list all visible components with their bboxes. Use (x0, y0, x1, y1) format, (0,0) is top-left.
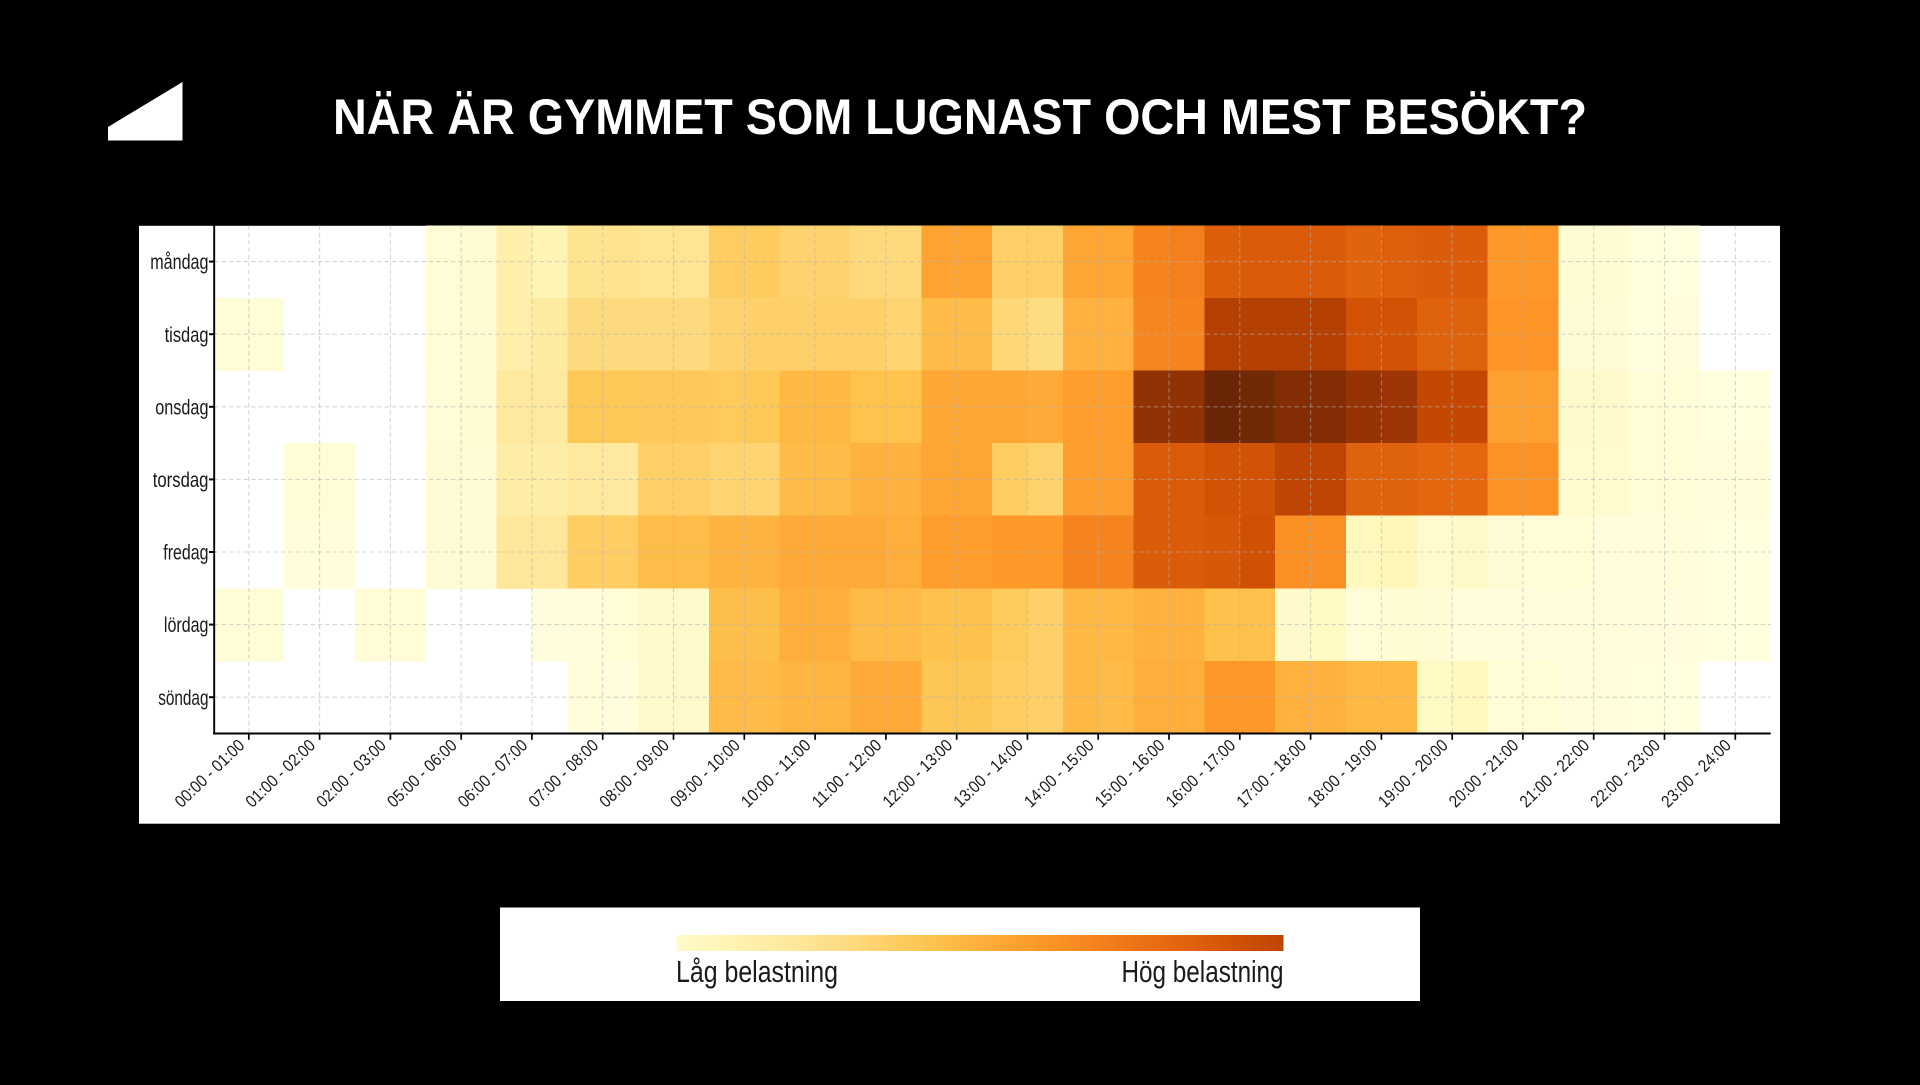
svg-text:Låg belastning: Låg belastning (676, 954, 838, 989)
svg-text:tisdag: tisdag (165, 324, 209, 347)
svg-text:fredag: fredag (163, 542, 208, 565)
svg-text:torsdag: torsdag (153, 469, 209, 492)
svg-text:söndag: söndag (158, 687, 208, 710)
svg-text:NÄR ÄR GYMMET SOM LUGNAST OCH: NÄR ÄR GYMMET SOM LUGNAST OCH MEST BESÖK… (333, 88, 1587, 145)
svg-text:Hög belastning: Hög belastning (1122, 954, 1284, 989)
svg-text:måndag: måndag (150, 251, 208, 274)
svg-text:onsdag: onsdag (155, 396, 208, 419)
svg-text:lördag: lördag (164, 614, 209, 637)
